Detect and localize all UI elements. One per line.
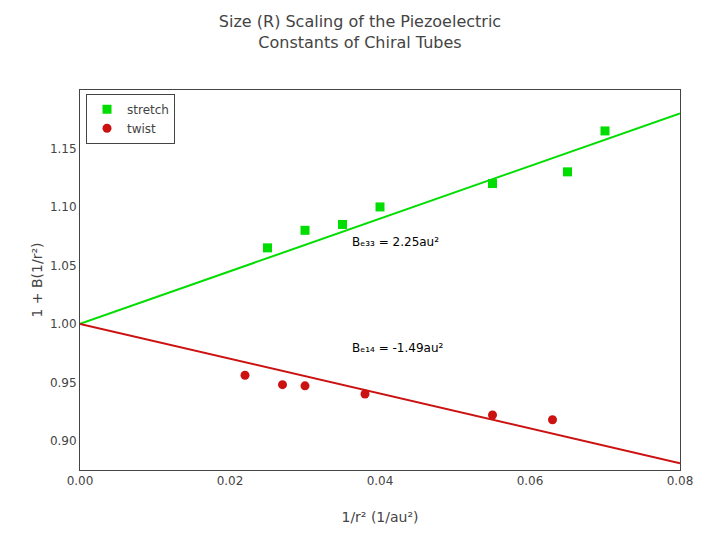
- svg-text:0.04: 0.04: [367, 474, 394, 488]
- svg-text:0.08: 0.08: [667, 474, 694, 488]
- svg-text:0.00: 0.00: [67, 474, 94, 488]
- svg-text:1 + B(1/r²): 1 + B(1/r²): [29, 242, 45, 317]
- svg-text:twist: twist: [127, 122, 156, 136]
- svg-text:Bₑ₃₃ = 2.25au²: Bₑ₃₃ = 2.25au²: [352, 235, 439, 249]
- svg-text:stretch: stretch: [127, 103, 169, 117]
- svg-text:Bₑ₁₄ = -1.49au²: Bₑ₁₄ = -1.49au²: [352, 341, 444, 355]
- svg-text:0.95: 0.95: [50, 376, 77, 390]
- svg-text:1.15: 1.15: [50, 142, 77, 156]
- svg-text:0.06: 0.06: [517, 474, 544, 488]
- svg-text:1.05: 1.05: [50, 259, 77, 273]
- svg-text:1.10: 1.10: [50, 200, 77, 214]
- svg-text:0.02: 0.02: [217, 474, 244, 488]
- svg-text:1.00: 1.00: [50, 317, 77, 331]
- svg-text:0.90: 0.90: [50, 434, 77, 448]
- svg-text:Size (R) Scaling of the Piezoe: Size (R) Scaling of the PiezoelectricCon…: [219, 12, 501, 52]
- svg-text:1/r² (1/au²): 1/r² (1/au²): [341, 509, 418, 525]
